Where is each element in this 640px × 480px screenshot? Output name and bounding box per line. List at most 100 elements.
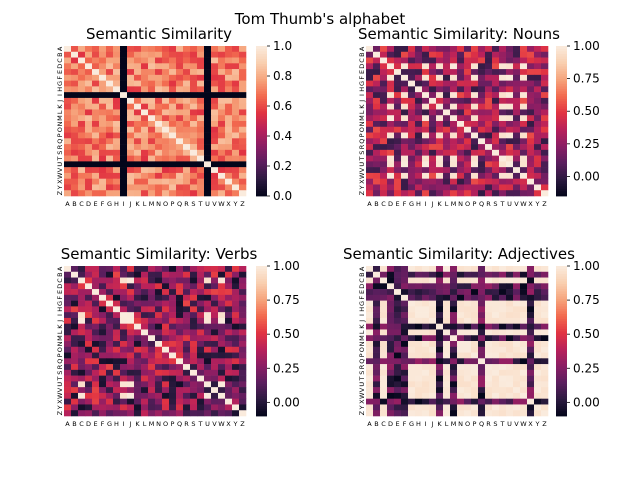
heatmap-cell [183,63,191,70]
colorbar-segment [556,346,567,349]
heatmap-cell [232,404,240,411]
heatmap-cell [443,63,451,70]
heatmap-cell [162,306,170,313]
heatmap-cell [527,46,535,53]
heatmap-cell [506,283,514,290]
heatmap-cell [513,335,521,342]
heatmap-cell [520,283,528,290]
heatmap-cell [141,161,149,168]
heatmap-cell [120,294,128,301]
heatmap-cell [541,375,549,382]
heatmap-cell [155,404,163,411]
heatmap-cell [141,46,149,53]
heatmap-cell [478,80,486,87]
heatmap-cell [71,172,79,179]
heatmap-cell [457,352,465,359]
heatmap-cell [225,115,233,122]
heatmap-cell [415,132,423,139]
heatmap-cell [162,294,170,301]
heatmap-cell [527,294,535,301]
heatmap-cell [499,190,507,197]
heatmap-cell [422,381,430,388]
heatmap-cell [120,149,128,156]
heatmap-cell [492,271,500,278]
heatmap-cell [534,381,542,388]
heatmap-cell [127,410,135,417]
heatmap-cell [162,364,170,371]
heatmap-cell [471,144,479,151]
heatmap-cell [232,178,240,185]
heatmap-cell [415,178,423,185]
heatmap-cell [506,167,514,174]
heatmap-cell [204,329,212,336]
heatmap-cell [183,121,191,128]
heatmap-cell [176,358,184,365]
heatmap-cell [457,63,465,70]
heatmap-cell [506,266,514,273]
heatmap-cell [401,80,409,87]
heatmap-cell [513,283,521,290]
heatmap-cell [204,46,212,53]
heatmap-cell [113,387,121,394]
heatmap-cell [443,375,451,382]
heatmap-cell [527,300,535,307]
heatmap-cell [99,306,107,313]
y-tick-label: F [56,296,64,300]
heatmap-cell [92,404,100,411]
heatmap-cell [211,410,219,417]
heatmap-cell [457,346,465,353]
heatmap-cell [513,178,521,185]
heatmap-cell [155,283,163,290]
heatmap-cell [492,306,500,313]
colorbar-segment [256,338,267,342]
heatmap-cell [485,283,493,290]
heatmap-cell [464,300,472,307]
x-tick-label: Y [535,420,540,428]
heatmap-cell [401,306,409,313]
heatmap-cell [190,364,198,371]
colorbar-segment [556,116,567,119]
heatmap-cell [471,184,479,191]
heatmap-cell [85,277,93,284]
colorbar-segment [256,296,267,299]
heatmap-cell [169,277,177,284]
heatmap-cell [443,161,451,168]
y-tick-label: E [56,290,64,294]
heatmap-cell [162,404,170,411]
x-tick-label: P [171,200,175,208]
colorbar-segment [556,413,567,417]
heatmap-cell [387,46,395,53]
heatmap-cell [401,317,409,324]
heatmap-cell [485,369,493,376]
heatmap-cell [506,126,514,133]
heatmap-cell [239,277,247,284]
heatmap-cell [506,404,514,411]
heatmap-cell [99,335,107,342]
x-tick-label: C [381,200,386,208]
heatmap-cell [464,69,472,76]
heatmap-cell [520,335,528,342]
heatmap-cell [71,178,79,185]
heatmap-cell [239,167,247,174]
heatmap-cell [155,109,163,116]
heatmap-cell [457,138,465,145]
heatmap-cell [422,121,430,128]
heatmap-cell [513,341,521,348]
heatmap-cell [492,126,500,133]
heatmap-cell [429,300,437,307]
heatmap-cell [85,317,93,324]
y-tick-label: R [56,144,64,149]
y-tick-label: H [358,87,366,92]
x-tick-label: S [493,420,497,428]
x-tick-label: V [212,200,217,208]
heatmap-cell [211,144,219,151]
heatmap-cell [169,155,177,162]
heatmap-cell [429,178,437,185]
heatmap-cell [106,346,114,353]
heatmap-cell [541,138,549,145]
colorbar-segment [256,83,267,87]
heatmap-cell [155,172,163,179]
heatmap-cell [211,266,219,273]
heatmap-cell [408,178,416,185]
heatmap-cell [366,132,374,139]
